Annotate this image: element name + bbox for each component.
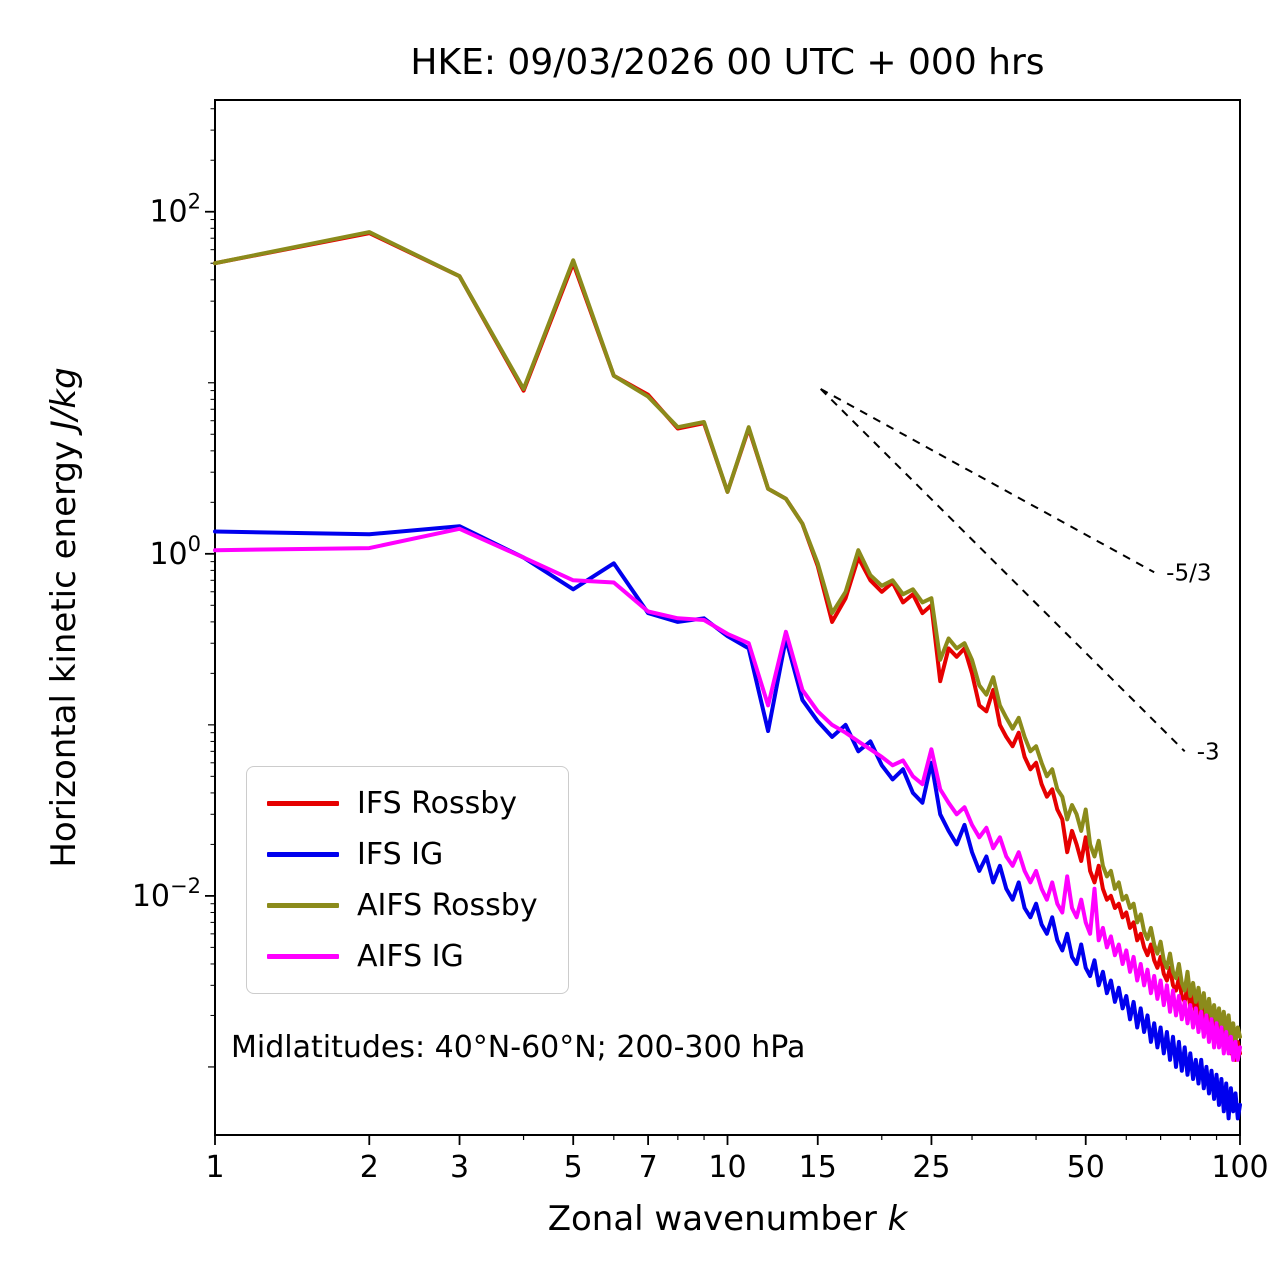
y-axis-label: Horizontal kinetic energy J/kg [44,367,84,867]
legend-label: AIFS Rossby [357,888,538,923]
legend-item-ifs-ig: IFS IG [267,838,538,871]
legend-item-aifs-rossby: AIFS Rossby [267,889,538,922]
reference-line--3 [819,388,1186,753]
reference-line--5-3 [820,388,1155,574]
x-tick-label: 100 [1211,1150,1268,1185]
series-line-aifs-ig [213,526,1242,1062]
legend-label: IFS IG [357,837,444,872]
legend: IFS Rossby IFS IG AIFS Rossby AIFS IG [246,766,569,994]
legend-line-sample [267,852,339,857]
x-tick-label: 25 [912,1150,950,1185]
legend-label: AIFS IG [357,939,464,974]
x-tick-label: 3 [450,1150,469,1185]
y-tick-label: 102 [149,190,201,230]
legend-item-aifs-ig: AIFS IG [267,940,538,973]
series-line-aifs-rossby [213,230,1242,1044]
legend-line-sample [267,954,339,959]
x-tick-label: 15 [799,1150,837,1185]
legend-line-sample [267,903,339,908]
chart-title: HKE: 09/03/2026 00 UTC + 000 hrs [410,42,1045,83]
legend-item-ifs-rossby: IFS Rossby [267,787,538,820]
y-axis: 102 100 10−2 [132,108,215,1068]
legend-label: IFS Rossby [357,786,518,821]
reference-line-label: -3 [1197,739,1220,765]
reference-line-label: -5/3 [1166,560,1211,586]
x-tick-label: 7 [639,1150,658,1185]
region-annotation: Midlatitudes: 40°N-60°N; 200-300 hPa [231,1030,806,1065]
x-tick-label: 10 [708,1150,746,1185]
x-axis: 1 2 3 5 7 10 15 25 50 100 [205,1135,1269,1185]
y-tick-label: 100 [149,532,201,572]
x-tick-label: 50 [1067,1150,1105,1185]
x-axis-label: Zonal wavenumber k [548,1199,909,1239]
x-tick-label: 1 [205,1150,224,1185]
x-tick-label: 2 [360,1150,379,1185]
legend-line-sample [267,801,339,806]
x-tick-label: 5 [564,1150,583,1185]
y-tick-label: 10−2 [132,874,201,914]
